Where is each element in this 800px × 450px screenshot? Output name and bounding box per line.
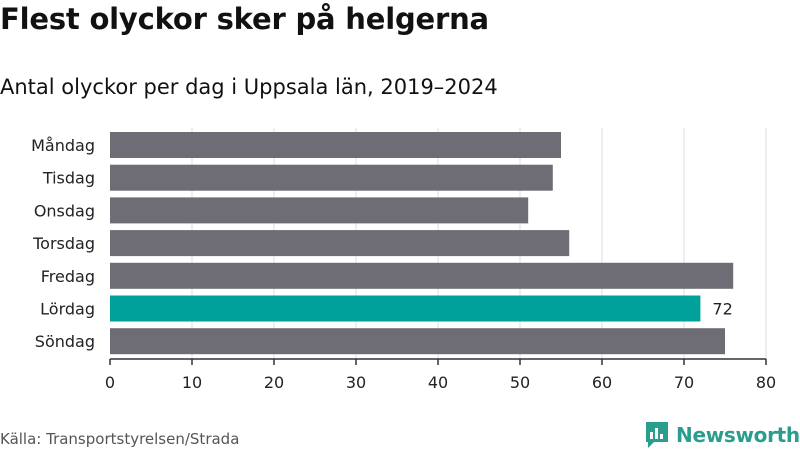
x-tick-label-50: 50: [510, 373, 530, 392]
category-label-torsdag: Torsdag: [32, 234, 95, 253]
bar-tisdag: [110, 164, 553, 191]
bar-torsdag: [110, 230, 570, 257]
category-label-lördag: Lördag: [40, 300, 95, 319]
x-tick-label-0: 0: [105, 373, 115, 392]
category-label-söndag: Söndag: [35, 332, 95, 351]
chart-title: Flest olyckor sker på helgerna: [0, 2, 489, 36]
source-note: Källa: Transportstyrelsen/Strada: [0, 430, 240, 448]
x-tick-label-80: 80: [756, 373, 776, 392]
bar-onsdag: [110, 197, 529, 224]
bar-måndag: [110, 132, 561, 158]
x-tick-label-10: 10: [182, 373, 202, 392]
x-tick-label-30: 30: [346, 373, 366, 392]
x-tick-label-20: 20: [264, 373, 284, 392]
bar-söndag: [110, 328, 725, 355]
chart-subtitle: Antal olyckor per dag i Uppsala län, 201…: [0, 75, 498, 99]
newsworthy-logo-icon: [646, 422, 668, 448]
category-label-fredag: Fredag: [41, 267, 95, 286]
brand-logo: Newsworthy: [644, 420, 800, 450]
bar-fredag: [110, 262, 734, 289]
brand-name: Newsworthy: [676, 423, 800, 447]
x-tick-label-40: 40: [428, 373, 448, 392]
category-label-tisdag: Tisdag: [42, 169, 95, 188]
data-label-lördag: 72: [712, 300, 732, 319]
x-tick-label-70: 70: [674, 373, 694, 392]
category-label-onsdag: Onsdag: [34, 201, 95, 220]
x-tick-label-60: 60: [592, 373, 612, 392]
category-label-måndag: Måndag: [31, 136, 95, 155]
bar-lördag: [110, 295, 701, 322]
